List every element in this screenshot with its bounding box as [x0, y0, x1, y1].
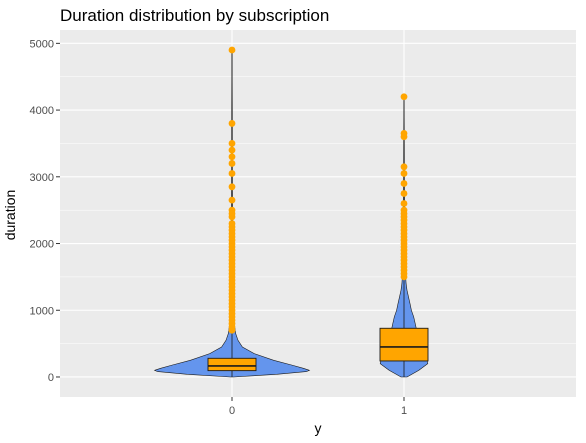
outlier-point — [228, 120, 236, 127]
y-tick-label: 3000 — [30, 172, 54, 184]
y-tick-label: 1000 — [30, 305, 54, 317]
outlier-point — [400, 180, 408, 187]
box-1 — [379, 327, 429, 362]
x-tick-label: 1 — [401, 405, 407, 417]
outlier-point — [228, 46, 236, 54]
outlier-point — [228, 170, 236, 177]
outlier-point — [400, 93, 408, 101]
outlier-point — [228, 146, 236, 154]
outlier-point — [400, 163, 408, 171]
chart-title: Duration distribution by subscription — [60, 6, 330, 25]
x-axis-label: y — [315, 420, 322, 436]
outlier-point — [228, 153, 236, 161]
outlier-point — [400, 200, 408, 207]
outlier-point — [400, 190, 408, 197]
outlier-point — [228, 220, 236, 227]
outlier-point — [228, 183, 236, 191]
outlier-point — [228, 160, 236, 167]
outlier-point — [400, 206, 408, 214]
y-tick-label: 0 — [48, 372, 54, 384]
y-tick-label: 5000 — [30, 38, 54, 50]
outlier-point — [400, 170, 408, 177]
outlier-point — [228, 206, 236, 214]
outlier-point — [400, 130, 408, 137]
y-axis-label: duration — [2, 190, 18, 241]
y-tick-label: 2000 — [30, 239, 54, 251]
y-tick-label: 4000 — [30, 105, 54, 117]
box-0 — [207, 357, 257, 372]
outlier-point — [228, 140, 236, 147]
plot-panel — [60, 30, 576, 397]
outlier-point — [228, 196, 236, 204]
x-tick-label: 0 — [229, 405, 235, 417]
